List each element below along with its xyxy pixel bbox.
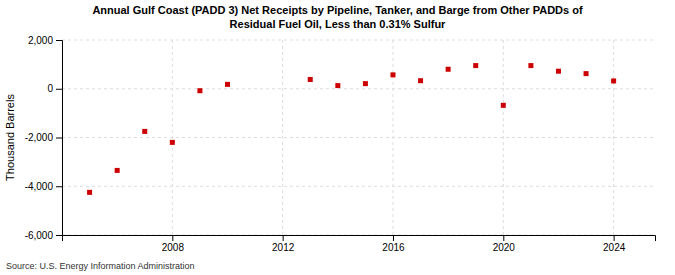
title: Annual Gulf Coast (PADD 3) Net Receipts … xyxy=(92,4,583,30)
x-tick-label: 2008 xyxy=(162,242,185,253)
x-grid-line xyxy=(613,40,614,235)
y-grid-line xyxy=(62,137,655,138)
point xyxy=(197,88,202,93)
y-tick: -4,000 xyxy=(25,181,62,192)
x-axis: 2008 2012 2016 2020 2024 xyxy=(63,235,656,253)
point xyxy=(611,78,616,83)
y-tick: -2,000 xyxy=(25,132,62,143)
x-tick-mark xyxy=(614,235,615,241)
point xyxy=(556,69,561,74)
y-tick: 0 xyxy=(47,83,62,94)
source-note: Source: U.S. Energy Information Administ… xyxy=(6,261,195,271)
y-tick: 2,000 xyxy=(28,35,62,46)
grid xyxy=(62,40,655,235)
point xyxy=(418,78,423,83)
x-axis-line xyxy=(63,236,656,242)
x-tick-label: 2012 xyxy=(272,242,295,253)
point xyxy=(528,63,533,68)
point xyxy=(115,168,120,173)
point xyxy=(308,77,313,82)
plot: 2008 2012 2016 2020 2024 -6,000 -4,000 -2,000 0 2… xyxy=(25,35,656,253)
y-grid-line xyxy=(62,40,655,41)
point xyxy=(501,103,506,108)
x-tick: 2012 xyxy=(272,235,295,253)
x-tick-label: 2024 xyxy=(603,242,626,253)
x-tick: 2016 xyxy=(382,235,405,253)
x-tick: 2024 xyxy=(603,235,626,253)
point xyxy=(584,71,589,76)
x-tick-mark xyxy=(172,235,173,241)
y-tick-mark xyxy=(56,186,62,187)
chart: 2008 2012 2016 2020 2024 -6,000 -4,000 -2,000 0 2… xyxy=(0,0,675,275)
x-tick-label: 2016 xyxy=(382,242,405,253)
y-tick-mark xyxy=(56,235,62,236)
x-tick-mark xyxy=(393,235,394,241)
y-grid-line xyxy=(62,88,655,89)
point xyxy=(335,83,340,88)
y-axis-label: Thousand Barrels xyxy=(4,94,16,181)
y-tick-mark xyxy=(56,138,62,139)
y-tick-label: -2,000 xyxy=(25,132,54,143)
y-tick: -6,000 xyxy=(25,230,62,241)
y-axis-line xyxy=(56,41,63,236)
x-tick-mark xyxy=(503,235,504,241)
x-tick-label: 2020 xyxy=(493,242,516,253)
y-tick-label: -4,000 xyxy=(25,181,54,192)
x-tick: 2008 xyxy=(162,235,185,253)
points xyxy=(87,63,616,195)
y-axis: -6,000 -4,000 -2,000 0 2,000 xyxy=(25,35,63,241)
x-grid-line xyxy=(282,40,283,235)
point xyxy=(363,81,368,86)
point xyxy=(142,129,147,134)
y-grid-line xyxy=(62,186,655,187)
point xyxy=(170,140,175,145)
point xyxy=(473,63,478,68)
y-tick-mark xyxy=(56,40,62,41)
point xyxy=(87,190,92,195)
x-tick: 2020 xyxy=(493,235,516,253)
y-tick-label: 0 xyxy=(47,83,53,94)
point xyxy=(390,72,395,77)
y-tick-mark xyxy=(56,89,62,90)
point xyxy=(225,82,230,87)
y-tick-label: 2,000 xyxy=(28,35,53,46)
y-tick-label: -6,000 xyxy=(25,230,54,241)
point xyxy=(446,67,451,72)
x-tick-mark xyxy=(283,235,284,241)
